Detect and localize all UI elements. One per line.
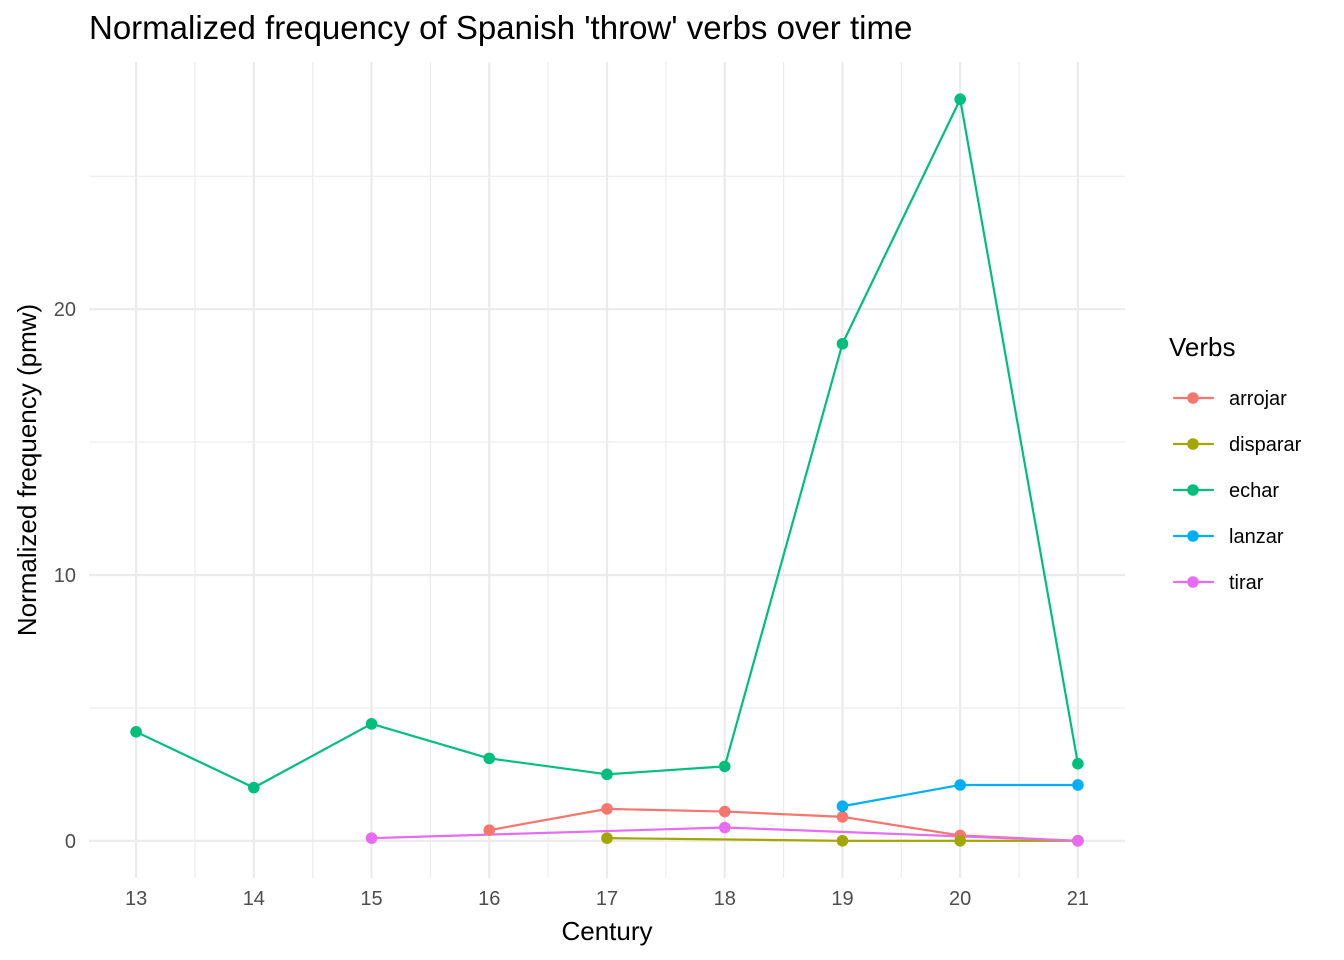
disparar-legend-label: disparar [1229,434,1302,456]
arrojar-legend-label: arrojar [1229,388,1287,410]
legend-item-echar: echar [1172,480,1279,502]
legend-item-lanzar: lanzar [1172,526,1284,548]
legend-item-disparar: disparar [1172,434,1302,456]
lanzar-point [836,800,849,813]
echar-point [836,337,849,350]
echar-point [601,768,613,781]
y-tick-label: 0 [65,831,76,853]
tirar-legend-label: tirar [1229,572,1264,594]
disparar-point [954,834,966,847]
echar-point [248,781,260,794]
legend-item-arrojar: arrojar [1172,388,1287,410]
disparar-line [605,837,1080,842]
tirar-point [365,832,378,844]
x-tick-label: 13 [125,888,147,910]
x-axis-ticks: 13 14 15 16 17 18 19 20 21 [125,888,1089,910]
echar-point [483,752,496,765]
x-tick-label: 16 [478,888,500,910]
tirar-point [718,821,731,834]
echar-point [1072,757,1084,770]
arrojar-point [836,811,849,823]
echar-point [130,726,142,738]
y-axis-ticks: 0 10 20 [54,299,76,853]
data-points-layer [130,93,1084,847]
x-tick-label: 14 [243,888,265,910]
echar-point [718,760,731,773]
x-tick-label: 17 [596,888,618,910]
echar-point [954,93,966,106]
x-tick-label: 18 [714,888,736,910]
lanzar-legend-label: lanzar [1229,526,1284,548]
legend: Verbs arrojar disparar echar lanzar tirar [1169,332,1302,594]
x-tick-label: 19 [831,888,853,910]
x-tick-label: 20 [949,888,971,910]
lanzar-point [954,779,966,791]
disparar-point [836,834,849,847]
tirar-point [1072,834,1084,847]
echar-legend-point [1187,484,1199,496]
arrojar-legend-point [1187,392,1199,404]
x-axis-title: Century [561,916,652,946]
disparar-legend-point [1187,438,1199,450]
lanzar-legend-point [1187,530,1199,542]
echar-legend-label: echar [1229,480,1279,502]
y-tick-label: 20 [54,299,76,321]
legend-item-tirar: tirar [1172,572,1264,594]
legend-items: arrojar disparar echar lanzar tirar [1172,388,1302,594]
x-tick-label: 15 [360,888,382,910]
y-tick-label: 10 [54,565,76,587]
arrojar-point [601,803,613,815]
grid-layer [89,62,1125,878]
disparar-point [601,832,613,844]
y-axis-title: Normalized frequency (pmw) [12,304,42,636]
echar-point [365,718,378,730]
chart-title: Normalized frequency of Spanish 'throw' … [89,9,912,46]
arrojar-point [483,824,496,836]
arrojar-point [718,805,731,818]
tirar-legend-point [1187,576,1199,588]
lanzar-point [1072,779,1084,791]
x-tick-label: 21 [1067,888,1089,910]
legend-title: Verbs [1169,332,1236,362]
